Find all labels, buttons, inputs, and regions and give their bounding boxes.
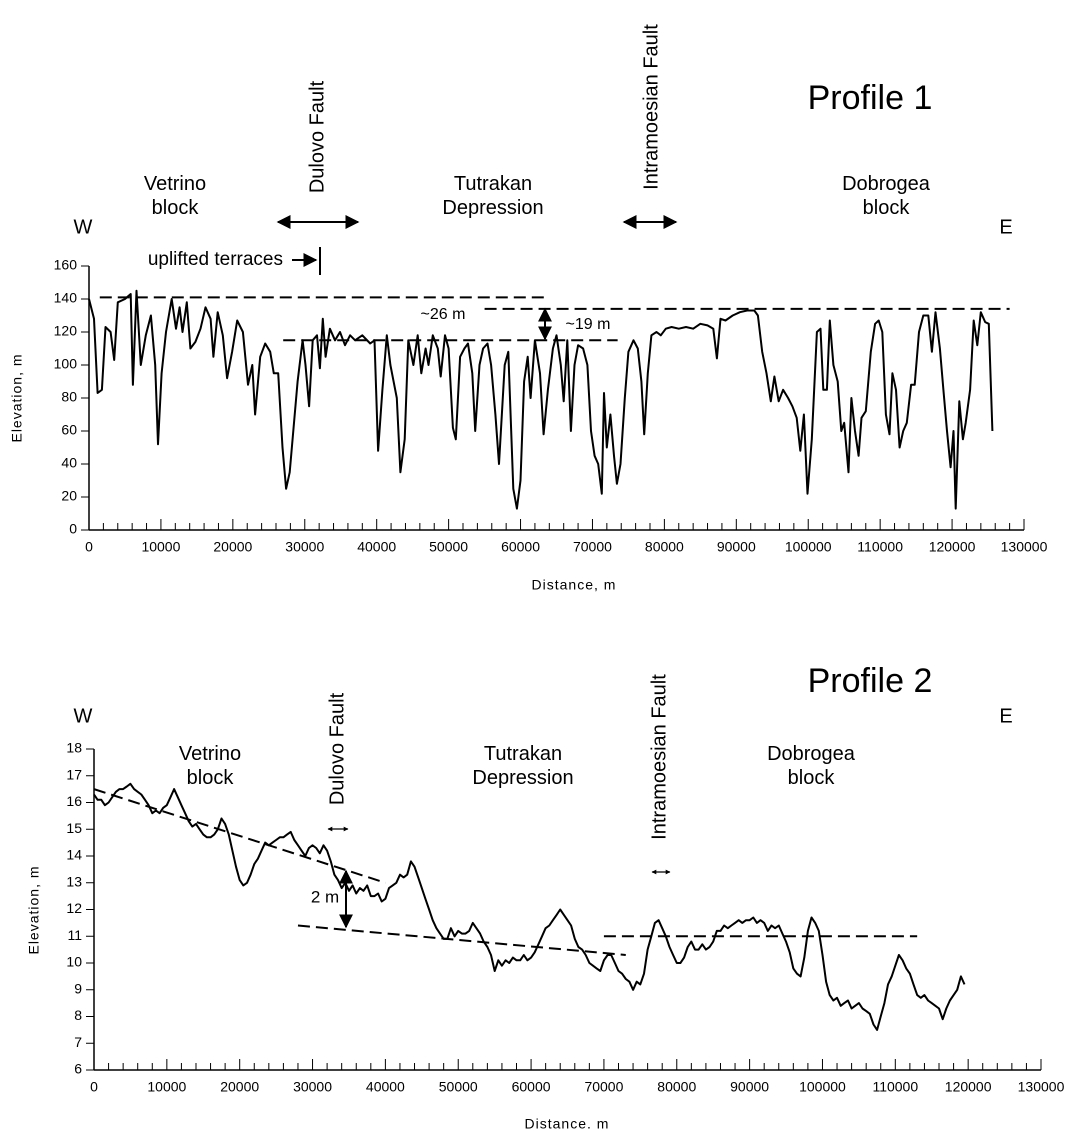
annotation: W (74, 216, 93, 238)
y-tick-label: 80 (61, 389, 77, 405)
x-tick-label: 80000 (645, 539, 684, 555)
x-tick-label: 0 (85, 539, 93, 555)
x-tick-label: 60000 (512, 1079, 551, 1095)
region-label: Dobrogea block (842, 173, 930, 219)
x-tick-label: 50000 (429, 539, 468, 555)
x-tick-label: 50000 (439, 1079, 478, 1095)
y-tick-label: 10 (66, 954, 82, 970)
x-tick-label: 20000 (213, 539, 252, 555)
arrows (276, 215, 678, 929)
annotation: ~26 m (421, 306, 466, 323)
x-tick-label: 30000 (293, 1079, 332, 1095)
y-tick-label: 20 (61, 488, 77, 504)
y-axis-label: Elevation, m (26, 865, 42, 954)
x-axis-label: Distance, m (532, 577, 617, 593)
x-tick-label: 130000 (1001, 539, 1048, 555)
y-tick-label: 140 (54, 290, 78, 306)
x-tick-label: 10000 (147, 1079, 186, 1095)
x-tick-label: 10000 (141, 539, 180, 555)
y-tick-label: 7 (74, 1034, 82, 1050)
x-tick-label: 80000 (657, 1079, 696, 1095)
x-tick-label: 130000 (1018, 1079, 1065, 1095)
annotation: uplifted terraces (148, 249, 283, 270)
y-tick-label: 8 (74, 1007, 82, 1023)
x-tick-label: 70000 (573, 539, 612, 555)
fault-label: Dulovo Fault (326, 692, 348, 805)
y-tick-label: 0 (69, 521, 77, 537)
x-tick-label: 100000 (785, 539, 832, 555)
y-tick-label: 100 (54, 356, 78, 372)
region-label: Tutrakan Depression (442, 173, 544, 219)
profile-line (93, 782, 966, 1031)
y-tick-label: 6 (74, 1061, 82, 1077)
y-tick-label: 9 (74, 980, 82, 996)
y-tick-label: 15 (66, 820, 82, 836)
y-tick-label: 40 (61, 455, 77, 471)
y-tick-label: 160 (54, 257, 78, 273)
x-tick-label: 40000 (357, 539, 396, 555)
y-tick-label: 14 (66, 847, 82, 863)
x-tick-label: 0 (90, 1079, 98, 1095)
x-tick-label: 90000 (730, 1079, 769, 1095)
x-tick-label: 110000 (872, 1079, 918, 1095)
reference-line (297, 924, 626, 956)
x-tick-label: 40000 (366, 1079, 405, 1095)
fault-label: Intramoesian Fault (648, 674, 670, 840)
chart-title: Profile 1 (808, 79, 933, 117)
fault-label: Intramoesian Fault (640, 24, 662, 190)
y-tick-label: 120 (54, 323, 78, 339)
y-tick-label: 17 (66, 766, 82, 782)
y-axis-label: Elevation, m (9, 353, 25, 442)
x-tick-label: 60000 (501, 539, 540, 555)
annotation: E (999, 216, 1012, 238)
y-tick-label: 12 (66, 900, 82, 916)
annotation: W (74, 705, 93, 727)
annotation: 2 m (311, 887, 339, 906)
reference-line (93, 788, 386, 884)
x-tick-label: 120000 (945, 1079, 992, 1095)
y-tick-label: 18 (66, 740, 82, 756)
annotation: E (999, 705, 1012, 727)
annotation: ~19 m (566, 316, 611, 333)
y-tick-label: 11 (67, 927, 82, 943)
region-label: Vetrino block (143, 173, 207, 219)
x-tick-label: 120000 (929, 539, 976, 555)
x-tick-label: 90000 (717, 539, 756, 555)
x-tick-label: 110000 (857, 539, 903, 555)
x-axis-label: Distance. m (525, 1116, 610, 1132)
profile-line (88, 289, 994, 510)
x-tick-label: 30000 (285, 539, 324, 555)
y-tick-label: 13 (66, 873, 82, 889)
region-label: Tutrakan Depression (472, 743, 574, 789)
region-label: Vetrino block (178, 743, 242, 789)
y-tick-label: 16 (66, 793, 82, 809)
chart-title: Profile 2 (808, 662, 933, 700)
y-tick-label: 60 (61, 422, 77, 438)
region-label: Dobrogea block (767, 743, 855, 789)
fault-label: Dulovo Fault (306, 80, 328, 193)
x-tick-label: 100000 (799, 1079, 846, 1095)
x-tick-label: 20000 (220, 1079, 259, 1095)
x-tick-label: 70000 (584, 1079, 623, 1095)
